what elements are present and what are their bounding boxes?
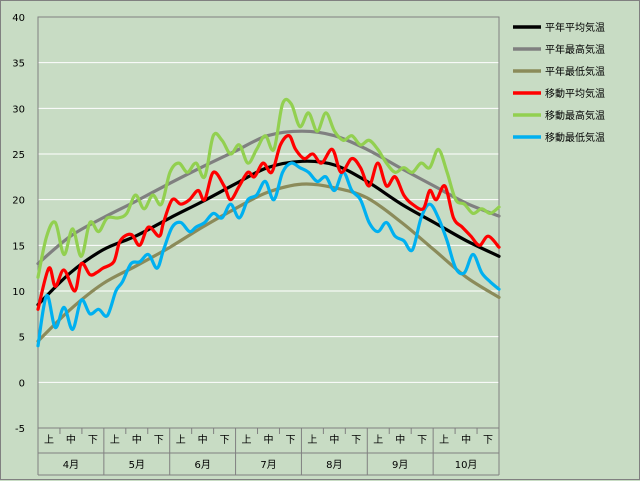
plot-border <box>37 16 500 429</box>
x-tick-month-label: 8月 <box>326 459 342 471</box>
legend-label: 移動最低気温 <box>545 131 605 144</box>
legend-label: 移動最高気温 <box>545 109 605 122</box>
x-tick-third-label: 下 <box>351 435 361 446</box>
y-axis-ticks: -5 0 5 10 15 20 25 30 35 40 <box>12 13 25 435</box>
x-tick-third-label: 上 <box>373 434 383 446</box>
x-tick-month-label: 9月 <box>392 459 408 471</box>
legend-label: 平年最低気温 <box>545 65 605 78</box>
x-tick-third-label: 上 <box>307 434 317 446</box>
x-tick-month-label: 4月 <box>63 459 79 471</box>
x-tick-third-label: 下 <box>285 435 295 446</box>
x-tick-month-label: 10月 <box>455 459 478 471</box>
x-tick-third-label: 下 <box>220 435 230 446</box>
series-line-4 <box>36 97 501 279</box>
x-tick-month-label: 6月 <box>194 459 210 471</box>
x-tick-third-label: 中 <box>66 433 76 446</box>
y-tick-label: 15 <box>12 241 25 252</box>
x-tick-third-label: 中 <box>461 433 471 446</box>
series-line-5 <box>36 161 501 348</box>
x-tick-third-label: 中 <box>198 433 208 446</box>
x-tick-third-label: 下 <box>417 435 427 446</box>
x-tick-third-label: 中 <box>132 433 142 446</box>
x-tick-third-label: 上 <box>242 434 252 446</box>
x-tick-month-label: 7月 <box>260 459 276 471</box>
series-line-2 <box>36 182 501 343</box>
x-tick-third-label: 下 <box>154 435 164 446</box>
y-tick-label: 30 <box>12 104 25 115</box>
x-tick-third-label: 上 <box>110 434 120 446</box>
y-tick-label: 20 <box>12 196 25 207</box>
y-tick-label: -5 <box>15 424 25 435</box>
x-tick-third-label: 上 <box>176 434 186 446</box>
x-tick-third-label: 中 <box>264 433 274 446</box>
y-tick-label: 10 <box>12 287 25 298</box>
y-tick-label: 25 <box>12 150 25 161</box>
x-axis-labels: 上中下4月上中下5月上中下6月上中下7月上中下8月上中下9月上中下10月 <box>37 428 500 476</box>
legend-label: 移動平均気温 <box>545 87 605 100</box>
y-tick-label: 0 <box>19 378 25 389</box>
x-tick-third-label: 中 <box>395 433 405 446</box>
y-tick-label: 40 <box>12 13 25 24</box>
x-tick-third-label: 下 <box>88 435 98 446</box>
x-tick-month-label: 5月 <box>129 459 145 471</box>
series-lines <box>36 97 501 348</box>
y-tick-label: 5 <box>19 333 25 344</box>
axis-box <box>37 16 500 429</box>
x-tick-third-label: 上 <box>44 434 54 446</box>
plot-area <box>38 17 499 428</box>
series-line-3 <box>36 134 501 311</box>
x-tick-third-label: 中 <box>329 433 339 446</box>
y-tick-label: 35 <box>12 59 25 70</box>
x-tick-third-label: 上 <box>439 434 449 446</box>
legend-label: 平年平均気温 <box>545 21 605 34</box>
legend-label: 平年最高気温 <box>545 43 605 56</box>
x-tick-third-label: 下 <box>483 435 493 446</box>
